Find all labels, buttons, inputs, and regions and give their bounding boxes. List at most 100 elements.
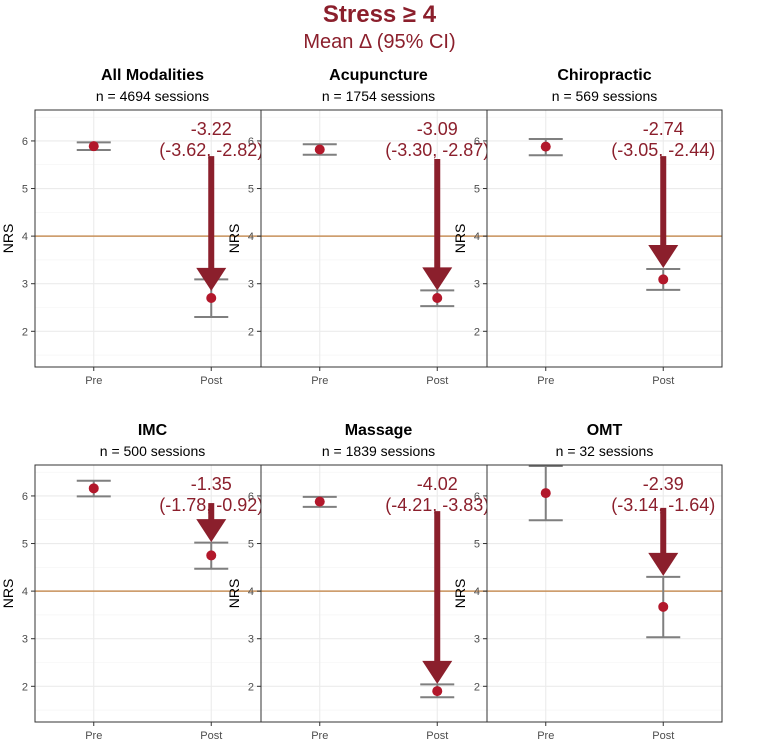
x-tick-label: Post (426, 375, 448, 387)
panel-chiropractic: Chiropractic n = 569 sessions -2.74(-3.05,… (452, 67, 723, 387)
y-tick-label: 6 (22, 491, 28, 503)
x-tick-label: Pre (311, 375, 328, 387)
y-tick-label: 2 (474, 326, 480, 338)
panel-title: Massage (345, 422, 413, 439)
annotation-ci: (-3.62, -2.82) (159, 140, 263, 160)
x-tick-label: Post (200, 730, 222, 742)
y-tick-label: 2 (248, 326, 254, 338)
y-tick-label: 2 (22, 326, 28, 338)
y-tick-label: 3 (248, 634, 254, 646)
y-tick-label: 4 (474, 231, 480, 243)
change-arrow-head (196, 519, 227, 543)
y-tick-label: 6 (248, 136, 254, 148)
panel-title: Acupuncture (329, 67, 428, 84)
y-tick-label: 4 (474, 586, 480, 598)
panel-subtitle: n = 500 sessions (100, 443, 205, 459)
y-axis-label: NRS (452, 579, 468, 609)
point-post (206, 292, 217, 303)
y-tick-label: 2 (474, 681, 480, 693)
annotation-ci: (-3.05, -2.44) (611, 140, 715, 160)
panel-title: All Modalities (101, 67, 204, 84)
panel-background (261, 465, 496, 722)
annotation-ci: (-1.78, -0.92) (159, 495, 263, 515)
y-axis-label: NRS (226, 579, 242, 609)
point-post (658, 274, 669, 285)
annotation-delta: -3.09 (417, 119, 458, 139)
x-tick-label: Post (652, 730, 674, 742)
panel-subtitle: n = 4694 sessions (96, 88, 209, 104)
x-tick-label: Pre (537, 730, 554, 742)
point-post (432, 292, 443, 303)
point-pre (88, 141, 99, 152)
point-pre (314, 496, 325, 507)
y-tick-label: 6 (22, 136, 28, 148)
annotation-ci: (-4.21, -3.83) (385, 495, 489, 515)
change-arrow-head (648, 245, 679, 269)
y-tick-label: 3 (22, 279, 28, 291)
y-tick-label: 4 (22, 586, 28, 598)
x-tick-label: Pre (85, 730, 102, 742)
y-axis-label: NRS (0, 579, 16, 609)
annotation-ci: (-3.30, -2.87) (385, 140, 489, 160)
panel-background (487, 465, 722, 722)
y-tick-label: 5 (474, 539, 480, 551)
panel-acupuncture: Acupuncture n = 1754 sessions -3.09(-3.30,… (226, 67, 497, 387)
panel-title: Chiropractic (557, 67, 651, 84)
panel-background (35, 465, 270, 722)
panel-title: IMC (138, 422, 168, 439)
panel-imc: IMC n = 500 sessions -1.35(-1.78, -0.92) 2 3… (0, 422, 271, 742)
panel-subtitle: n = 32 sessions (556, 443, 654, 459)
y-tick-label: 5 (474, 184, 480, 196)
y-tick-label: 4 (248, 586, 254, 598)
x-tick-label: Post (200, 375, 222, 387)
y-tick-label: 3 (474, 634, 480, 646)
point-post (658, 601, 669, 612)
annotation-ci: (-3.14, -1.64) (611, 495, 715, 515)
figure-subtitle: Mean Δ (95% CI) (303, 31, 455, 53)
y-tick-label: 5 (22, 539, 28, 551)
x-tick-label: Pre (85, 375, 102, 387)
point-post (432, 686, 443, 697)
x-tick-label: Post (426, 730, 448, 742)
y-tick-label: 6 (248, 491, 254, 503)
y-tick-label: 2 (248, 681, 254, 693)
change-arrow-head (196, 267, 227, 291)
x-tick-label: Pre (537, 375, 554, 387)
y-tick-label: 3 (22, 634, 28, 646)
annotation-delta: -3.22 (191, 119, 232, 139)
panel-subtitle: n = 569 sessions (552, 88, 657, 104)
y-tick-label: 6 (474, 136, 480, 148)
panel-border (486, 464, 723, 723)
y-axis-label: NRS (226, 224, 242, 254)
change-arrow-head (422, 267, 453, 291)
annotation-delta: -2.74 (643, 119, 684, 139)
panel-background (35, 110, 270, 367)
panel-border (486, 109, 723, 368)
panel-subtitle: n = 1754 sessions (322, 88, 435, 104)
x-tick-label: Pre (311, 730, 328, 742)
y-tick-label: 6 (474, 491, 480, 503)
y-tick-label: 4 (248, 231, 254, 243)
panel-massage: Massage n = 1839 sessions -4.02(-4.21, -3.… (226, 422, 497, 742)
panel-title: OMT (587, 422, 623, 439)
point-pre (540, 141, 551, 152)
panel-omt: OMT n = 32 sessions -2.39(-3.14, -1.64) 2 3 4… (452, 422, 723, 742)
annotation-delta: -4.02 (417, 474, 458, 494)
y-tick-label: 4 (22, 231, 28, 243)
panel-background (487, 110, 722, 367)
y-tick-label: 2 (22, 681, 28, 693)
x-tick-label: Post (652, 375, 674, 387)
point-post (206, 550, 217, 561)
y-axis-label: NRS (452, 224, 468, 254)
point-pre (314, 144, 325, 155)
y-tick-label: 5 (22, 184, 28, 196)
y-tick-label: 3 (248, 279, 254, 291)
point-pre (540, 488, 551, 499)
change-arrow-head (422, 660, 453, 684)
annotation-delta: -2.39 (643, 474, 684, 494)
panel-all-modalities: All Modalities n = 4694 sessions -3.22(-3.… (0, 67, 271, 387)
y-tick-label: 5 (248, 539, 254, 551)
change-arrow-head (648, 552, 679, 576)
